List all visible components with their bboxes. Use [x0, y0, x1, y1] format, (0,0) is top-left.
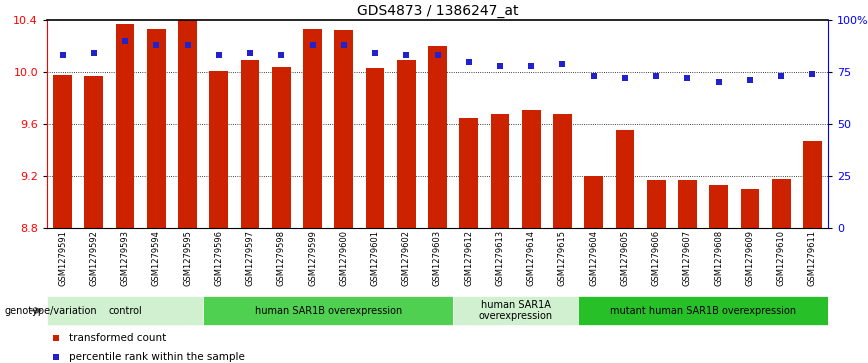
Bar [334, 30, 353, 228]
Bar [615, 131, 635, 228]
Text: GSM1279602: GSM1279602 [402, 230, 411, 286]
Text: GSM1279599: GSM1279599 [308, 230, 317, 286]
Bar [678, 180, 697, 228]
Bar [240, 60, 260, 228]
Bar [459, 118, 478, 228]
Text: GSM1279596: GSM1279596 [214, 230, 223, 286]
Text: GSM1279592: GSM1279592 [89, 230, 98, 286]
Bar [147, 29, 166, 228]
Text: GSM1279609: GSM1279609 [746, 230, 754, 286]
Text: human SAR1A
overexpression: human SAR1A overexpression [478, 300, 553, 321]
Bar [203, 295, 453, 325]
Bar [772, 179, 791, 228]
Text: human SAR1B overexpression: human SAR1B overexpression [254, 306, 402, 315]
Text: GSM1279591: GSM1279591 [58, 230, 67, 286]
Text: GSM1279614: GSM1279614 [527, 230, 536, 286]
Text: GSM1279603: GSM1279603 [433, 230, 442, 286]
Text: GSM1279613: GSM1279613 [496, 230, 504, 286]
Bar [115, 24, 135, 228]
Text: GSM1279595: GSM1279595 [183, 230, 192, 286]
Text: GSM1279604: GSM1279604 [589, 230, 598, 286]
Bar [84, 76, 103, 228]
Text: GSM1279601: GSM1279601 [371, 230, 379, 286]
Bar [647, 180, 666, 228]
Text: genotype/variation: genotype/variation [4, 306, 97, 315]
Bar [584, 176, 603, 228]
Bar [522, 110, 541, 228]
Text: GSM1279610: GSM1279610 [777, 230, 786, 286]
Bar [453, 295, 578, 325]
Text: GSM1279615: GSM1279615 [558, 230, 567, 286]
Text: GSM1279611: GSM1279611 [808, 230, 817, 286]
Bar [803, 141, 822, 228]
Bar [397, 60, 416, 228]
Bar [490, 114, 510, 228]
Text: transformed count: transformed count [69, 333, 167, 343]
Text: mutant human SAR1B overexpression: mutant human SAR1B overexpression [610, 306, 796, 315]
Bar [209, 71, 228, 228]
Text: GSM1279612: GSM1279612 [464, 230, 473, 286]
Bar [47, 295, 203, 325]
Title: GDS4873 / 1386247_at: GDS4873 / 1386247_at [357, 4, 518, 17]
Text: GSM1279607: GSM1279607 [683, 230, 692, 286]
Bar [272, 67, 291, 228]
Text: GSM1279605: GSM1279605 [621, 230, 629, 286]
Text: GSM1279608: GSM1279608 [714, 230, 723, 286]
Text: control: control [108, 306, 142, 315]
Bar [303, 29, 322, 228]
Bar [578, 295, 828, 325]
Text: GSM1279593: GSM1279593 [121, 230, 129, 286]
Bar [53, 75, 72, 228]
Bar [740, 189, 760, 228]
Text: GSM1279597: GSM1279597 [246, 230, 254, 286]
Text: GSM1279594: GSM1279594 [152, 230, 161, 286]
Text: GSM1279598: GSM1279598 [277, 230, 286, 286]
Bar [428, 46, 447, 228]
Bar [553, 114, 572, 228]
Bar [709, 185, 728, 228]
Text: GSM1279606: GSM1279606 [652, 230, 661, 286]
Text: GSM1279600: GSM1279600 [339, 230, 348, 286]
Bar [365, 68, 385, 228]
Text: percentile rank within the sample: percentile rank within the sample [69, 352, 246, 362]
Bar [178, 20, 197, 228]
